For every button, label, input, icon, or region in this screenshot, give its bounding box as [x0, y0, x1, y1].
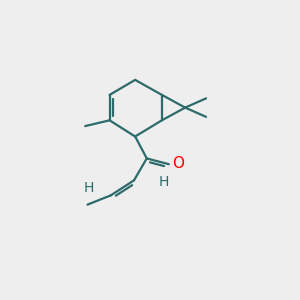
Text: H: H: [83, 182, 94, 196]
Text: O: O: [172, 155, 184, 170]
Text: H: H: [159, 175, 169, 188]
